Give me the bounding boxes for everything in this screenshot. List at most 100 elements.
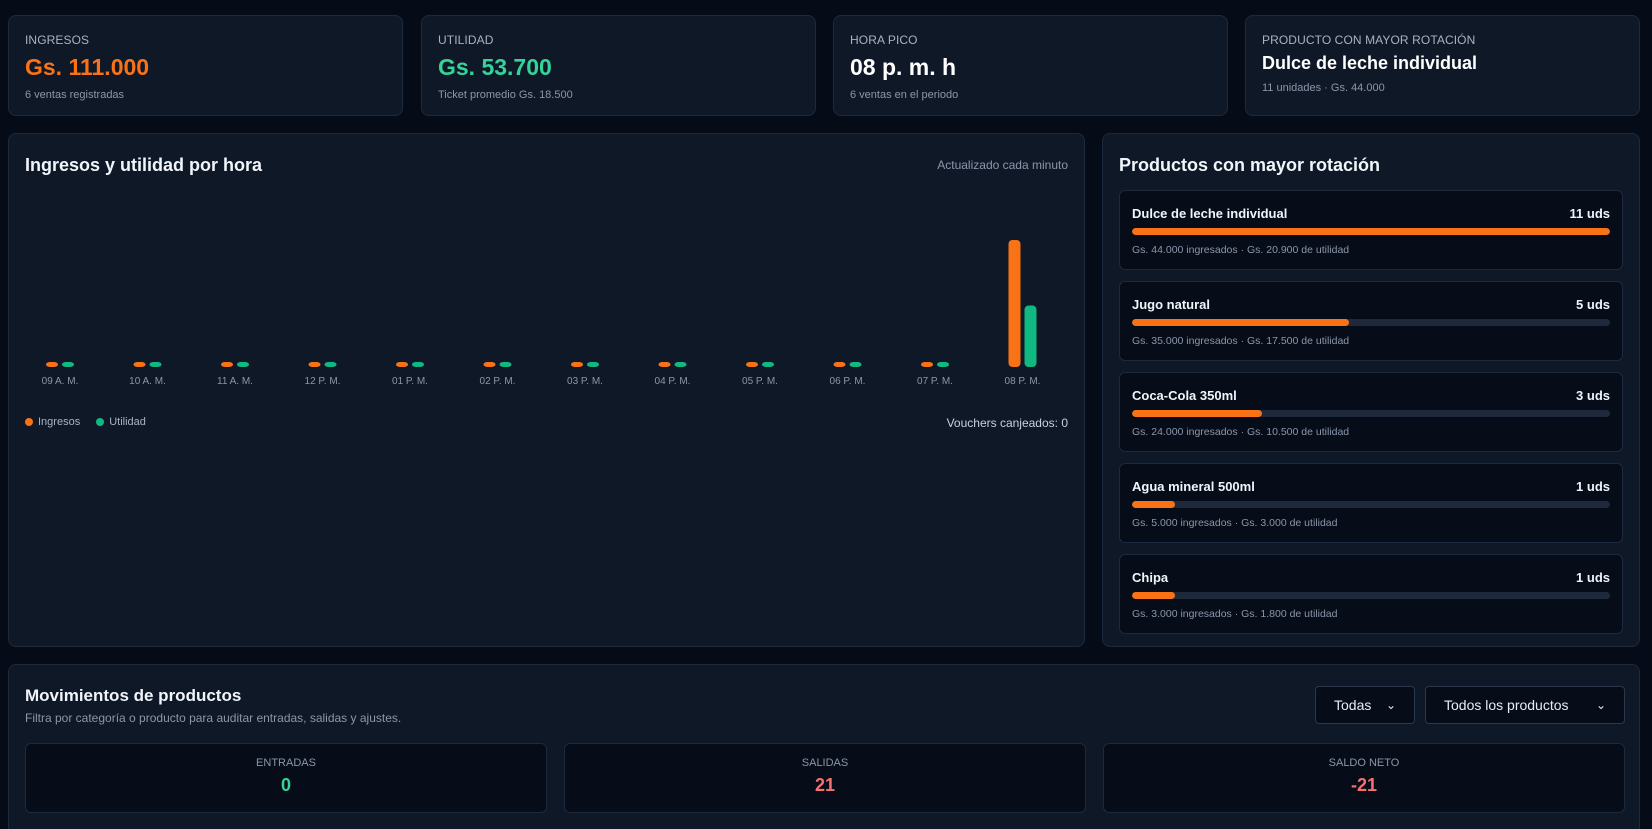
top-product-row: Dulce de leche individual 11 uds bbox=[1132, 206, 1610, 221]
chart-title: Ingresos y utilidad por hora bbox=[25, 155, 263, 175]
kpi-sub: 11 unidades · Gs. 44.000 bbox=[1262, 82, 1385, 94]
top-product-item: Coca-Cola 350ml 3 uds Gs. 24.000 ingresado… bbox=[1119, 372, 1623, 452]
x-tick-label: 02 P. M. bbox=[480, 376, 516, 387]
legend-dot-icon bbox=[25, 418, 33, 426]
top-product-detail: Gs. 5.000 ingresados · Gs. 3.000 de util… bbox=[1132, 517, 1338, 529]
top-product-progress-fill bbox=[1132, 501, 1176, 508]
stat-salidas: SALIDAS 21 bbox=[564, 743, 1086, 813]
legend-dot-icon bbox=[96, 418, 105, 426]
x-tick-label: 01 P. M. bbox=[392, 376, 428, 387]
stat-value: -21 bbox=[1350, 775, 1377, 795]
legend-label: Ingresos bbox=[38, 416, 81, 428]
stat-label: SALIDAS bbox=[801, 757, 849, 769]
movements-title: Movimientos de productos bbox=[25, 686, 242, 705]
bar-ingresos bbox=[133, 362, 146, 367]
revenue-chart-card: Ingresos y utilidad por hora Actualizado… bbox=[8, 133, 1085, 647]
bar-ingresos bbox=[921, 362, 933, 367]
kpi-sub: 6 ventas registradas bbox=[25, 89, 125, 101]
x-tick-label: 06 P. M. bbox=[830, 376, 866, 387]
bar-ingresos bbox=[308, 362, 321, 367]
top-product-qty: 5 uds bbox=[1576, 297, 1610, 312]
kpi-label: INGRESOS bbox=[25, 33, 90, 47]
bar-utilidad bbox=[587, 362, 599, 367]
top-product-progress-fill bbox=[1132, 319, 1350, 326]
bar-ingresos bbox=[396, 362, 408, 367]
bar-utilidad bbox=[762, 362, 774, 367]
top-product-name: Coca-Cola 350ml bbox=[1132, 388, 1237, 403]
legend-item-ingresos: Ingresos bbox=[25, 416, 80, 428]
kpi-value: Gs. 53.700 bbox=[438, 54, 552, 80]
bar-utilidad bbox=[1024, 305, 1037, 367]
top-product-row: Coca-Cola 350ml 3 uds bbox=[1132, 388, 1610, 403]
top-product-detail: Gs. 24.000 ingresados · Gs. 10.500 de ut… bbox=[1132, 426, 1350, 438]
stat-label: ENTRADAS bbox=[256, 757, 316, 769]
top-product-qty: 3 uds bbox=[1576, 388, 1610, 403]
bar-ingresos bbox=[833, 362, 846, 367]
kpi-sub: 6 ventas en el periodo bbox=[850, 89, 959, 101]
bar-ingresos bbox=[46, 362, 58, 367]
kpi-value: Gs. 111.000 bbox=[25, 54, 150, 80]
chevron-down-icon: ⌄ bbox=[1385, 698, 1396, 712]
top-product-progress bbox=[1132, 592, 1610, 599]
bar-utilidad bbox=[499, 362, 512, 367]
top-products-card: Productos con mayor rotación Dulce de le… bbox=[1102, 133, 1640, 647]
bar-utilidad bbox=[237, 362, 249, 367]
x-tick-label: 07 P. M. bbox=[917, 376, 953, 387]
bar-ingresos bbox=[658, 362, 671, 367]
vouchers-count: Vouchers canjeados: 0 bbox=[946, 416, 1068, 430]
bar-utilidad bbox=[149, 362, 162, 367]
bar-utilidad bbox=[849, 362, 862, 367]
bar-utilidad bbox=[674, 362, 687, 367]
bar-ingresos bbox=[221, 362, 233, 367]
x-tick-label: 04 P. M. bbox=[655, 376, 691, 387]
bar-utilidad bbox=[62, 362, 74, 367]
top-product-detail: Gs. 3.000 ingresados · Gs. 1.800 de util… bbox=[1132, 608, 1338, 620]
kpi-label: UTILIDAD bbox=[438, 33, 494, 47]
x-tick-label: 03 P. M. bbox=[567, 376, 603, 387]
top-product-detail: Gs. 35.000 ingresados · Gs. 17.500 de ut… bbox=[1132, 335, 1350, 347]
stat-saldo-neto: SALDO NETO -21 bbox=[1103, 743, 1625, 813]
top-product-progress bbox=[1132, 228, 1610, 235]
top-product-row: Jugo natural 5 uds bbox=[1132, 297, 1610, 312]
top-product-detail: Gs. 44.000 ingresados · Gs. 20.900 de ut… bbox=[1132, 244, 1350, 256]
top-product-row: Agua mineral 500ml 1 uds bbox=[1132, 479, 1610, 494]
top-product-row: Chipa 1 uds bbox=[1132, 570, 1610, 585]
kpi-label: HORA PICO bbox=[850, 33, 918, 47]
kpi-value: Dulce de leche individual bbox=[1262, 53, 1478, 73]
bar-ingresos bbox=[746, 362, 758, 367]
top-product-progress-fill bbox=[1132, 228, 1610, 235]
top-product-qty: 1 uds bbox=[1576, 479, 1610, 494]
kpi-sub: Ticket promedio Gs. 18.500 bbox=[438, 89, 573, 101]
x-tick-label: 12 P. M. bbox=[305, 376, 341, 387]
product-select[interactable]: Todos los productos ⌄ bbox=[1425, 686, 1625, 724]
kpi-hora-pico: HORA PICO 08 p. m. h 6 ventas en el peri… bbox=[833, 15, 1228, 116]
bar-ingresos bbox=[571, 362, 583, 367]
x-tick-label: 08 P. M. bbox=[1005, 376, 1041, 387]
top-product-progress-fill bbox=[1132, 410, 1263, 417]
top-product-name: Agua mineral 500ml bbox=[1132, 479, 1255, 494]
stat-value: 0 bbox=[280, 775, 291, 795]
top-product-qty: 11 uds bbox=[1569, 206, 1610, 221]
kpi-producto-top: PRODUCTO CON MAYOR ROTACIÓN Dulce de lec… bbox=[1245, 15, 1640, 116]
top-product-progress bbox=[1132, 319, 1610, 326]
top-product-name: Dulce de leche individual bbox=[1132, 206, 1288, 221]
top-product-name: Jugo natural bbox=[1132, 297, 1211, 312]
product-select-value: Todos los productos bbox=[1444, 697, 1569, 713]
bar-ingresos bbox=[1008, 240, 1021, 367]
chart-updated-note: Actualizado cada minuto bbox=[937, 158, 1068, 172]
top-product-item: Jugo natural 5 uds Gs. 35.000 ingresados ·… bbox=[1119, 281, 1623, 361]
chart-legend: Ingresos Utilidad bbox=[25, 416, 146, 428]
x-tick-label: 11 A. M. bbox=[217, 376, 253, 387]
top-product-item: Dulce de leche individual 11 uds Gs. 44.00… bbox=[1119, 190, 1623, 270]
bar-ingresos bbox=[483, 362, 496, 367]
bar-utilidad bbox=[937, 362, 949, 367]
bar-chart: 09 A. M. 10 A. M. 11 A. M. 12 P. M. 01 P. M.… bbox=[42, 240, 1041, 387]
category-select[interactable]: Todas ⌄ bbox=[1315, 686, 1415, 724]
top-product-progress bbox=[1132, 501, 1610, 508]
movements-description: Filtra por categoría o producto para aud… bbox=[25, 711, 402, 725]
top-product-progress bbox=[1132, 410, 1610, 417]
movements-card: Movimientos de productos Filtra por cate… bbox=[8, 664, 1640, 829]
bar-utilidad bbox=[324, 362, 337, 367]
stat-value: 21 bbox=[814, 775, 836, 795]
kpi-ingresos: INGRESOS Gs. 111.000 6 ventas registrada… bbox=[8, 15, 403, 116]
